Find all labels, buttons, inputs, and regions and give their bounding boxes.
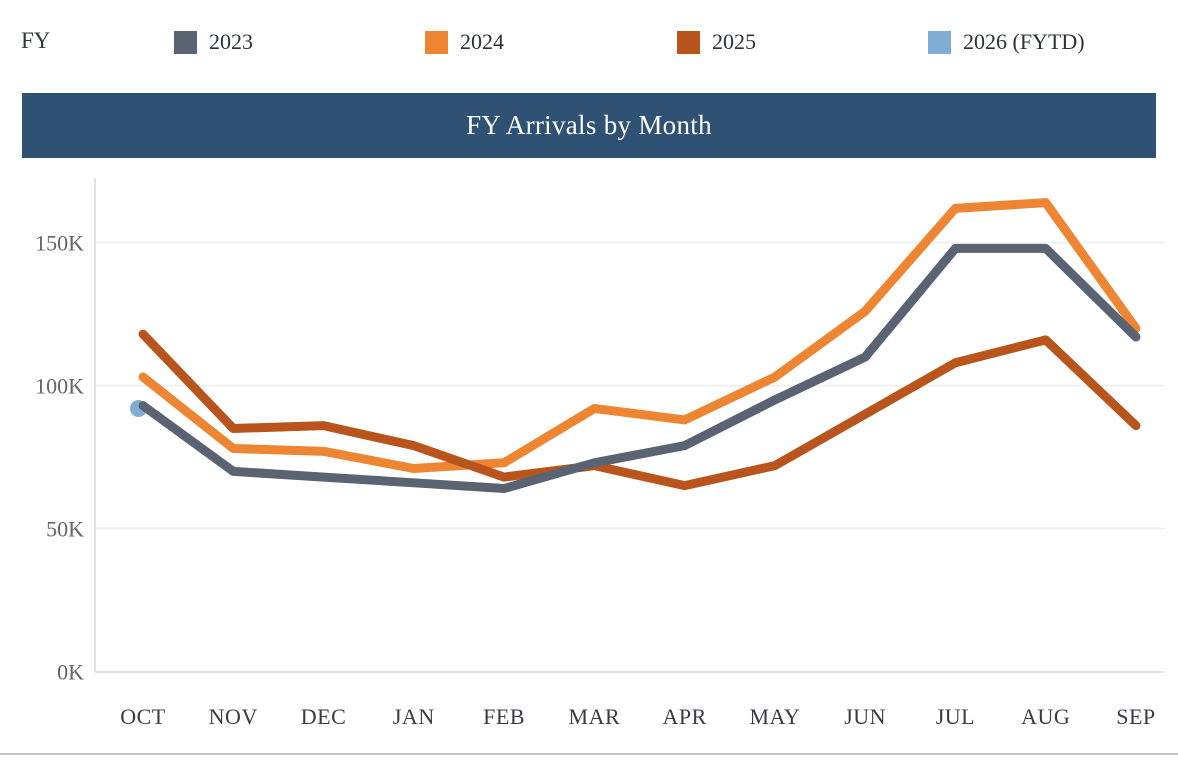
legend-swatch-2026-fytd: [928, 30, 951, 54]
x-tick-NOV: NOV: [209, 704, 258, 729]
x-tick-AUG: AUG: [1021, 704, 1070, 729]
x-tick-JAN: JAN: [393, 704, 435, 729]
series-line-2023[interactable]: [138, 243, 1141, 494]
fiscal-year-legend: FY 2023 2024 2025 2026 (FYTD): [0, 0, 1178, 86]
x-tick-MAY: MAY: [749, 704, 800, 729]
series-lines: [130, 198, 1141, 494]
legend-item-2025[interactable]: 2025: [677, 28, 756, 56]
legend-swatch-2025: [677, 30, 700, 54]
chart-title-bar: FY Arrivals by Month: [22, 93, 1156, 158]
legend-swatch-2023: [174, 30, 197, 54]
legend-item-2024[interactable]: 2024: [425, 28, 504, 56]
legend-swatch-2024: [425, 30, 448, 54]
y-tick-150K: 150K: [35, 231, 84, 256]
x-tick-OCT: OCT: [120, 704, 166, 729]
y-axis-labels: 0K 50K 100K 150K: [35, 231, 84, 685]
x-tick-APR: APR: [662, 704, 706, 729]
series-line-2025[interactable]: [138, 329, 1141, 491]
legend-item-2026-fytd[interactable]: 2026 (FYTD): [928, 28, 1085, 56]
x-tick-FEB: FEB: [483, 704, 525, 729]
axes: [94, 178, 1165, 673]
y-tick-50K: 50K: [46, 517, 84, 542]
x-tick-JUL: JUL: [936, 704, 975, 729]
legend-label-2024: 2024: [460, 29, 504, 54]
x-axis-labels: OCT NOV DEC JAN FEB MAR APR MAY JUN JUL AUG SEP: [120, 704, 1155, 729]
gridlines: [95, 241, 1165, 530]
y-tick-0K: 0K: [57, 660, 84, 685]
y-tick-100K: 100K: [35, 374, 84, 399]
legend-title: FY: [21, 28, 51, 53]
x-tick-DEC: DEC: [301, 704, 347, 729]
legend-item-2023[interactable]: 2023: [174, 28, 253, 56]
bottom-divider-line: [0, 753, 1178, 755]
chart-title: FY Arrivals by Month: [466, 110, 712, 140]
x-tick-JUN: JUN: [844, 704, 886, 729]
legend-label-2025: 2025: [712, 29, 756, 54]
legend-label-2026-fytd: 2026 (FYTD): [963, 29, 1085, 54]
legend-label-2023: 2023: [209, 29, 253, 54]
series-line-2024[interactable]: [138, 198, 1141, 474]
x-tick-SEP: SEP: [1116, 704, 1155, 729]
x-tick-MAR: MAR: [569, 704, 621, 729]
